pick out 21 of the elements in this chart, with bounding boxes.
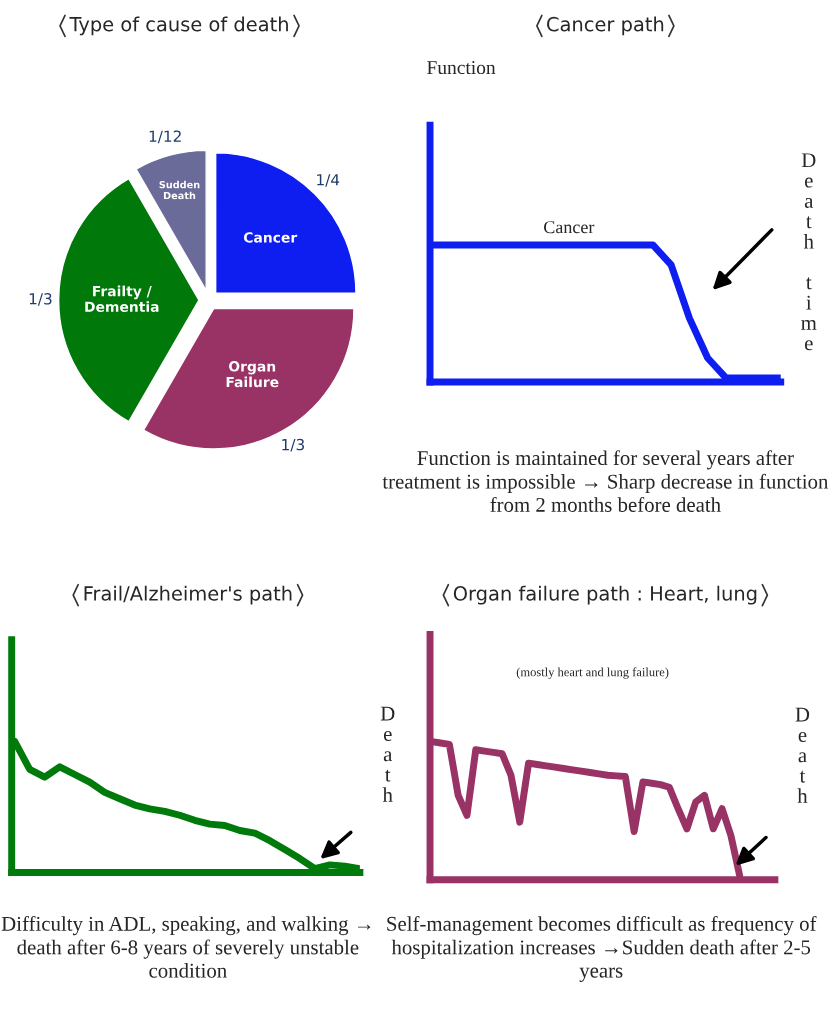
slice-label: Cancer [243,232,298,243]
slice-label: Sudden Death [159,180,200,200]
data-label: 1/12 [149,130,181,144]
chart-title: Organ failure path : Heart, lung [453,585,757,605]
text: Difficulty in ADL, speaking, and walking → death after 6-8 years of severely unstable condition [1,915,371,978]
chart-title: Frail/Alzheimer's path [84,585,292,605]
slice-label: Frailty / Dementia [85,285,159,313]
y-axis-title: Function [427,61,496,75]
text: Self-management becomes difficult as frequency of hospitalization increases →Sudden death after 2-5 years [387,915,817,982]
slice-label: Organ Failure [226,361,279,388]
y2-axis-title: Death [795,707,810,803]
y2-axis-title: Death [380,706,395,802]
data-label: 1/4 [317,174,340,187]
chart-title: Type of cause of death [69,16,288,36]
text: (mostly heart and lung failure) [516,667,669,679]
series-label: Cancer [544,221,595,234]
data-label: 1/3 [282,438,304,452]
chart-title: Cancer path [547,16,664,36]
text: Death time [801,153,817,351]
text: Function is maintained for several years after treatment is impossible → Sharp decrease in function from 2 months before death [382,450,829,512]
data-label: 1/3 [29,293,52,306]
